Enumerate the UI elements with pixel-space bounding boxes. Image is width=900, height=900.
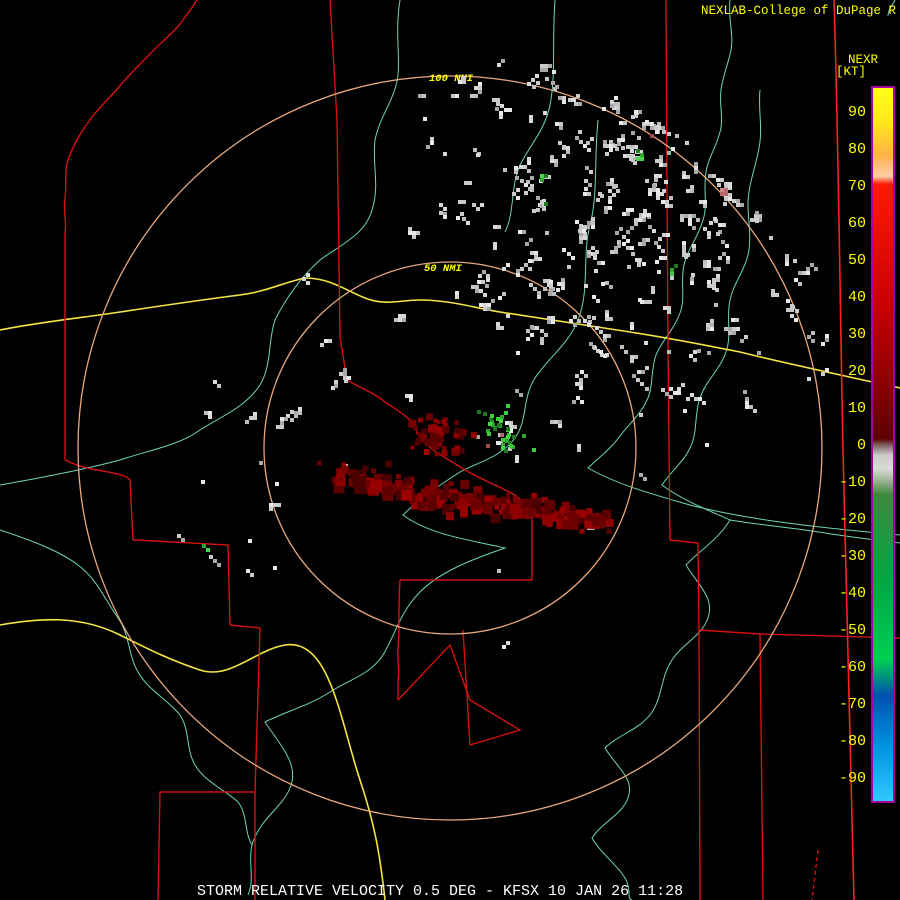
svg-text:[KT]: [KT] bbox=[836, 65, 866, 79]
svg-text:-20: -20 bbox=[839, 511, 866, 528]
svg-text:-10: -10 bbox=[839, 474, 866, 491]
svg-text:-70: -70 bbox=[839, 696, 866, 713]
svg-text:-40: -40 bbox=[839, 585, 866, 602]
svg-text:-50: -50 bbox=[839, 622, 866, 639]
svg-text:NEXLAB-College of DuPage R: NEXLAB-College of DuPage R bbox=[701, 4, 897, 18]
svg-text:STORM RELATIVE VELOCITY 0.5 DE: STORM RELATIVE VELOCITY 0.5 DEG - KFSX 1… bbox=[197, 883, 683, 900]
svg-text:90: 90 bbox=[848, 104, 866, 121]
svg-text:50: 50 bbox=[848, 252, 866, 269]
svg-text:20: 20 bbox=[848, 363, 866, 380]
svg-text:40: 40 bbox=[848, 289, 866, 306]
svg-text:-80: -80 bbox=[839, 733, 866, 750]
svg-text:50 NMI: 50 NMI bbox=[424, 263, 463, 275]
svg-text:-30: -30 bbox=[839, 548, 866, 565]
svg-text:-90: -90 bbox=[839, 770, 866, 787]
svg-text:80: 80 bbox=[848, 141, 866, 158]
svg-text:0: 0 bbox=[857, 437, 866, 454]
svg-text:70: 70 bbox=[848, 178, 866, 195]
svg-text:10: 10 bbox=[848, 400, 866, 417]
svg-text:-60: -60 bbox=[839, 659, 866, 676]
svg-text:100 NMI: 100 NMI bbox=[429, 73, 474, 85]
svg-text:60: 60 bbox=[848, 215, 866, 232]
svg-text:30: 30 bbox=[848, 326, 866, 343]
